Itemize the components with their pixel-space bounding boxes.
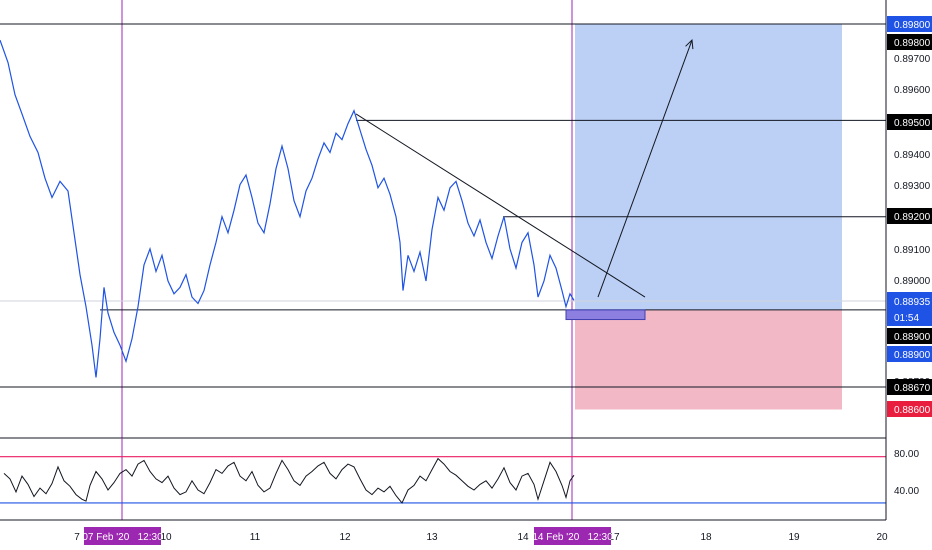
- rsi-series: [3, 457, 575, 504]
- current-price-value: 0.88935: [894, 297, 931, 308]
- time-tick-label: 13: [426, 532, 438, 543]
- price-tag-bg: [887, 401, 932, 417]
- rsi-tick-label: 40.00: [894, 486, 919, 497]
- rsi-tick-label: 80.00: [894, 449, 919, 460]
- countdown-timer: 01:54: [894, 313, 919, 324]
- rsi-pane[interactable]: [0, 438, 886, 520]
- price-tick-label: 0.89400: [894, 150, 931, 161]
- time-tick-label: 10: [160, 532, 172, 543]
- price-tag-label: 0.88670: [894, 383, 931, 394]
- price-tag-label: 0.88900: [894, 350, 931, 361]
- price-axis-tags: 0.89800 0.89800 0.89500 0.89200 0.88900 0.889…: [887, 16, 932, 417]
- time-highlight-label: 14 Feb '20 12:30: [532, 532, 613, 543]
- long-position-tool[interactable]: [575, 24, 842, 410]
- time-tick-label: 14: [517, 532, 529, 543]
- price-tag-bg: [887, 379, 932, 395]
- time-axis[interactable]: 7 10 11 12 13 14 17 18 19 20 07 Feb '20 12:30 14 F…: [0, 519, 888, 545]
- price-tick-label: 0.89000: [894, 276, 931, 287]
- time-tick-label: 20: [876, 532, 888, 543]
- rsi-vertical-markers: [121, 438, 573, 520]
- price-tag-label: 0.89200: [894, 212, 931, 223]
- price-tag-bg: [887, 16, 932, 32]
- price-tick-label: 0.89700: [894, 54, 931, 65]
- rsi-levels: [0, 456, 886, 504]
- time-tick-label: 7: [74, 532, 80, 543]
- projection-arrow-shaft: [597, 39, 693, 298]
- price-tick-label: 0.89600: [894, 85, 931, 96]
- price-tag-label: 0.89800: [894, 38, 931, 49]
- price-pane[interactable]: [0, 0, 886, 438]
- price-tick-label: 0.89100: [894, 245, 931, 256]
- current-price-tag-bg: [887, 292, 932, 326]
- time-tick-label: 19: [788, 532, 800, 543]
- price-tick-label: 0.89300: [894, 181, 931, 192]
- time-highlight-bg: [84, 527, 161, 545]
- stop-zone: [575, 309, 842, 410]
- price-tag-bg: [887, 208, 932, 224]
- time-tick-label: 11: [250, 532, 261, 543]
- projection-arrow-head: [685, 38, 694, 50]
- price-tag-bg: [887, 346, 932, 362]
- vertical-markers: [121, 0, 573, 438]
- time-axis-highlights: 07 Feb '20 12:30 14 Feb '20 12:30: [82, 527, 613, 545]
- demand-zone: [565, 309, 646, 321]
- horizontal-levels[interactable]: [0, 23, 886, 388]
- descending-trendline: [355, 113, 646, 298]
- time-highlight-bg: [534, 527, 611, 545]
- price-tag-label: 0.89500: [894, 118, 931, 129]
- time-tick-label: 18: [700, 532, 712, 543]
- time-axis-ticks: 7 10 11 12 13 14 17 18 19 20: [74, 532, 888, 543]
- time-highlight-label: 07 Feb '20 12:30: [82, 532, 163, 543]
- rsi-axis-ticks: 80.00 40.00: [894, 449, 919, 497]
- time-tick-label: 12: [339, 532, 351, 543]
- price-tag-label: 0.88900: [894, 332, 931, 343]
- drawing-tools[interactable]: [355, 38, 694, 321]
- price-tag-bg: [887, 34, 932, 50]
- time-tick-label: 17: [608, 532, 620, 543]
- price-tag-bg: [887, 328, 932, 344]
- profit-zone: [575, 24, 842, 310]
- price-tag-label: 0.89800: [894, 20, 931, 31]
- price-series: [0, 39, 575, 378]
- price-axis[interactable]: 0.89700 0.89600 0.89400 0.89300 0.89100 0.890…: [885, 0, 932, 520]
- price-tag-label: 0.88600: [894, 405, 931, 416]
- price-tag-bg: [887, 114, 932, 130]
